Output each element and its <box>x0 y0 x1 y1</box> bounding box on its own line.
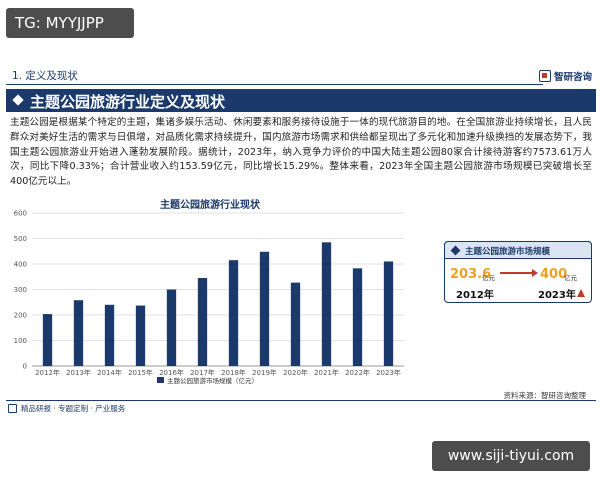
footer-rule <box>6 400 596 401</box>
bar <box>135 305 146 366</box>
legend-swatch <box>157 377 164 383</box>
bar-chart: 0 100 200 300 400 500 600 2012年 2013年 2014年 2015年 2… <box>14 210 404 385</box>
title-band: 主题公园旅游行业定义及现状 <box>6 89 596 112</box>
legend-label: 主题公园旅游市场规模（亿元） <box>167 376 258 385</box>
source-note: 资料来源：智研咨询整理 <box>503 391 587 400</box>
kpi-to-value: 400 <box>540 267 568 282</box>
x-tick-label: 2023年 <box>376 368 401 377</box>
bar <box>73 300 84 366</box>
page-title: 主题公园旅游行业定义及现状 <box>30 93 226 111</box>
y-tick-label: 200 <box>14 312 27 320</box>
x-tick-label: 2020年 <box>283 368 308 377</box>
x-tick-label: 2013年 <box>66 368 91 377</box>
y-tick-label: 400 <box>14 261 27 269</box>
kpi-to-unit: 亿元 <box>564 274 577 282</box>
bar <box>383 261 394 366</box>
y-tick-label: 300 <box>14 286 27 294</box>
section-rule <box>6 84 543 85</box>
kpi-to-year: 2023年 <box>538 290 576 301</box>
bar <box>228 260 239 366</box>
footer-logo-icon <box>8 404 17 413</box>
kpi-title: 主题公园旅游市场规模 <box>465 247 551 257</box>
x-tick-label: 2017年 <box>190 368 215 377</box>
bar <box>321 242 332 366</box>
y-tick-label: 600 <box>14 210 27 218</box>
intro-paragraph: 主题公园是根据某个特定的主题，集诸多娱乐活动、休闲要素和服务接待设施于一体的现代… <box>10 117 592 188</box>
bar <box>104 304 115 366</box>
y-tick-label: 100 <box>14 337 27 345</box>
kpi-diamond-icon <box>450 245 461 256</box>
bar <box>197 278 208 366</box>
x-tick-label: 2019年 <box>252 368 277 377</box>
bar <box>166 289 177 366</box>
chart-title: 主题公园旅游行业现状 <box>160 200 260 211</box>
bar <box>352 268 363 366</box>
watermark-tag-top: TG: MYYJJPP <box>6 8 134 38</box>
watermark-tag-bottom: www.siji-tiyui.com <box>432 441 590 471</box>
x-tick-label: 2022年 <box>345 368 370 377</box>
up-arrow-icon <box>577 289 585 297</box>
kpi-from-unit: 亿元 <box>482 274 495 282</box>
diamond-icon <box>12 94 24 106</box>
x-tick-label: 2012年 <box>35 368 60 377</box>
x-tick-label: 2021年 <box>314 368 339 377</box>
kpi-header: 主题公园旅游市场规模 <box>444 241 592 259</box>
bar <box>259 251 270 366</box>
section-number-title: 1. 定义及现状 <box>12 70 78 82</box>
footer-text: 精品研报 · 专题定制 · 产业服务 <box>21 404 126 413</box>
kpi-from-year: 2012年 <box>456 290 494 301</box>
bar <box>290 282 301 366</box>
x-tick-label: 2016年 <box>159 368 184 377</box>
y-tick-label: 0 <box>23 363 27 371</box>
right-arrow-icon <box>500 269 538 277</box>
footer: 精品研报 · 专题定制 · 产业服务 <box>8 403 125 414</box>
bar <box>42 314 53 366</box>
brand-name: 智研咨询 <box>553 72 592 83</box>
brand-logo-icon <box>538 70 551 82</box>
x-tick-label: 2014年 <box>97 368 122 377</box>
kpi-from-value: 203.6 <box>450 267 492 282</box>
x-tick-label: 2015年 <box>128 368 153 377</box>
section-header: 1. 定义及现状 智研咨询 <box>6 67 596 85</box>
brand: 智研咨询 <box>538 69 592 83</box>
x-tick-label: 2018年 <box>221 368 246 377</box>
y-tick-label: 500 <box>14 235 27 243</box>
